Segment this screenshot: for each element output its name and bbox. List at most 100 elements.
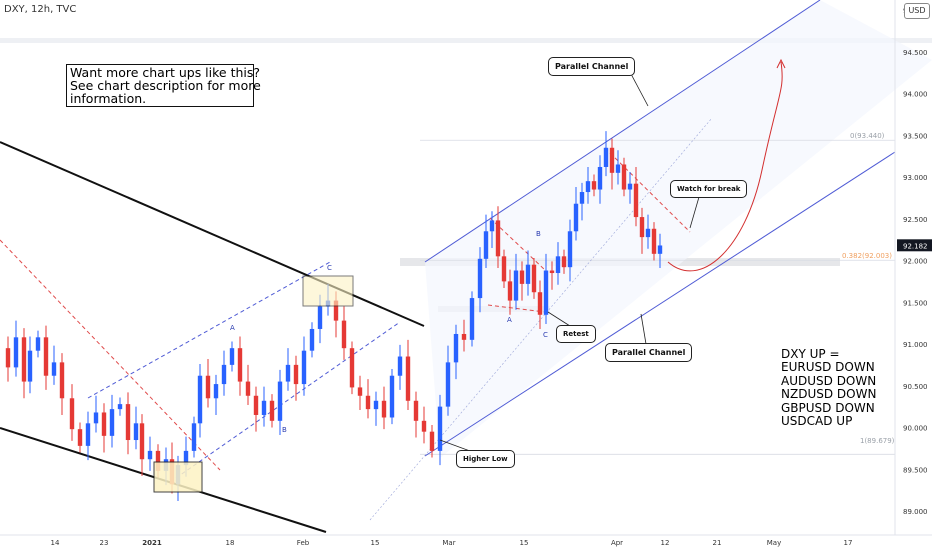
retest-label: Retest	[556, 325, 596, 343]
candle-body	[269, 400, 275, 421]
dxy-correlation-text: DXY UP = EURUSD DOWN AUDUSD DOWN NZDUSD …	[781, 347, 877, 428]
candle-body	[139, 423, 145, 460]
candle-body	[277, 381, 283, 421]
top-band	[0, 38, 932, 43]
corrective-channel-top	[87, 261, 331, 399]
y-tick-label: 89.000	[903, 508, 928, 516]
candle-body	[373, 400, 379, 410]
candle-body	[301, 350, 307, 385]
candle-body	[191, 423, 197, 451]
y-tick-label: 92.500	[903, 216, 928, 224]
last-price-tag	[897, 239, 932, 252]
dxy-line: GBPUSD DOWN	[781, 400, 875, 415]
x-tick-label: 21	[713, 539, 722, 547]
candle-body	[309, 328, 315, 351]
candle-body	[513, 270, 519, 301]
candle-body	[429, 431, 435, 451]
fib-label: 1(89.679)	[860, 437, 895, 445]
higher-low-label: Higher Low	[456, 450, 515, 468]
candle-body	[525, 264, 531, 284]
fib-label: 0.382(92.003)	[842, 252, 892, 260]
fib-label: 0(93.440)	[850, 132, 885, 140]
candle-body	[59, 362, 65, 399]
candle-body	[155, 450, 161, 471]
candle-body	[381, 400, 387, 418]
candle-body	[293, 364, 299, 385]
red-dashed-trendline	[604, 147, 691, 233]
candle-body	[603, 147, 609, 167]
candle-body	[27, 350, 33, 382]
y-tick-label: 91.000	[903, 341, 928, 349]
candle-body	[317, 306, 323, 329]
candle-body	[445, 362, 451, 407]
candle-body	[657, 245, 663, 254]
candle-body	[645, 228, 651, 238]
candle-body	[285, 364, 291, 382]
parallel-channel-bottom-line	[424, 151, 896, 457]
corrective-channel-bottom	[175, 321, 401, 479]
parallel-channel-top-label: Parallel Channel	[548, 57, 636, 76]
candle-body	[237, 348, 243, 382]
candle-body	[13, 337, 19, 368]
candle-body	[609, 147, 615, 173]
candle-body	[147, 450, 153, 460]
callout-pointer	[640, 313, 647, 345]
candle-body	[365, 395, 371, 410]
candle-body	[221, 364, 227, 385]
candle-body	[229, 348, 235, 365]
candle-body	[35, 337, 41, 351]
wave-label: A	[507, 316, 512, 324]
currency-badge[interactable]: USD	[904, 3, 930, 19]
candle-body	[591, 181, 597, 190]
channel-fill	[425, 0, 932, 458]
candle-body	[421, 420, 427, 432]
dxy-line: EURUSD DOWN	[781, 360, 875, 375]
candle-body	[69, 398, 75, 430]
projection-arrowhead	[776, 58, 786, 69]
x-tick-label: Feb	[297, 539, 310, 547]
wave-label: C	[543, 331, 548, 339]
last-price-label: 92.182	[903, 242, 928, 250]
candle-body	[561, 256, 567, 268]
candle-body	[21, 337, 27, 382]
x-tick-label: Mar	[442, 539, 455, 547]
candle-body	[483, 231, 489, 259]
candle-body	[531, 264, 537, 293]
candle-body	[333, 300, 339, 321]
x-tick-label: 15	[520, 539, 529, 547]
candle-body	[413, 400, 419, 421]
y-tick-label: 94.000	[903, 91, 928, 99]
wave-label: A	[230, 324, 235, 332]
x-tick-label: May	[767, 539, 781, 547]
candle-body	[349, 348, 355, 388]
candle-body	[639, 217, 645, 238]
promo-note-line: See chart description for more	[70, 78, 261, 93]
candle-body	[5, 348, 11, 368]
candle-body	[567, 231, 573, 268]
candle-body	[245, 381, 251, 396]
y-tick-label: 90.500	[903, 383, 928, 391]
dxy-line: NZDUSD DOWN	[781, 387, 877, 402]
x-tick-label: 2021	[142, 539, 162, 547]
y-tick-label: 93.000	[903, 174, 928, 182]
candle-body	[389, 375, 395, 418]
wave-label: B	[282, 426, 287, 434]
callout-pointer	[439, 439, 471, 452]
candle-body	[93, 412, 99, 424]
candle-body	[537, 292, 543, 315]
candle-body	[213, 384, 219, 399]
wave-label: C	[327, 264, 332, 272]
watch-for-break-label: Watch for break	[670, 180, 748, 198]
y-tick-label: 93.500	[903, 132, 928, 140]
candle-body	[489, 220, 495, 232]
candle-body	[205, 375, 211, 399]
candle-body	[519, 270, 525, 284]
promo-note-line: Want more chart ups like this?	[70, 65, 261, 80]
candle-body	[461, 333, 467, 340]
candle-body	[543, 270, 549, 315]
candle-body	[77, 429, 83, 446]
candle-body	[579, 192, 585, 204]
promo-note: Want more chart ups like this? See chart…	[66, 64, 261, 107]
y-tick-label: 92.000	[903, 258, 928, 266]
